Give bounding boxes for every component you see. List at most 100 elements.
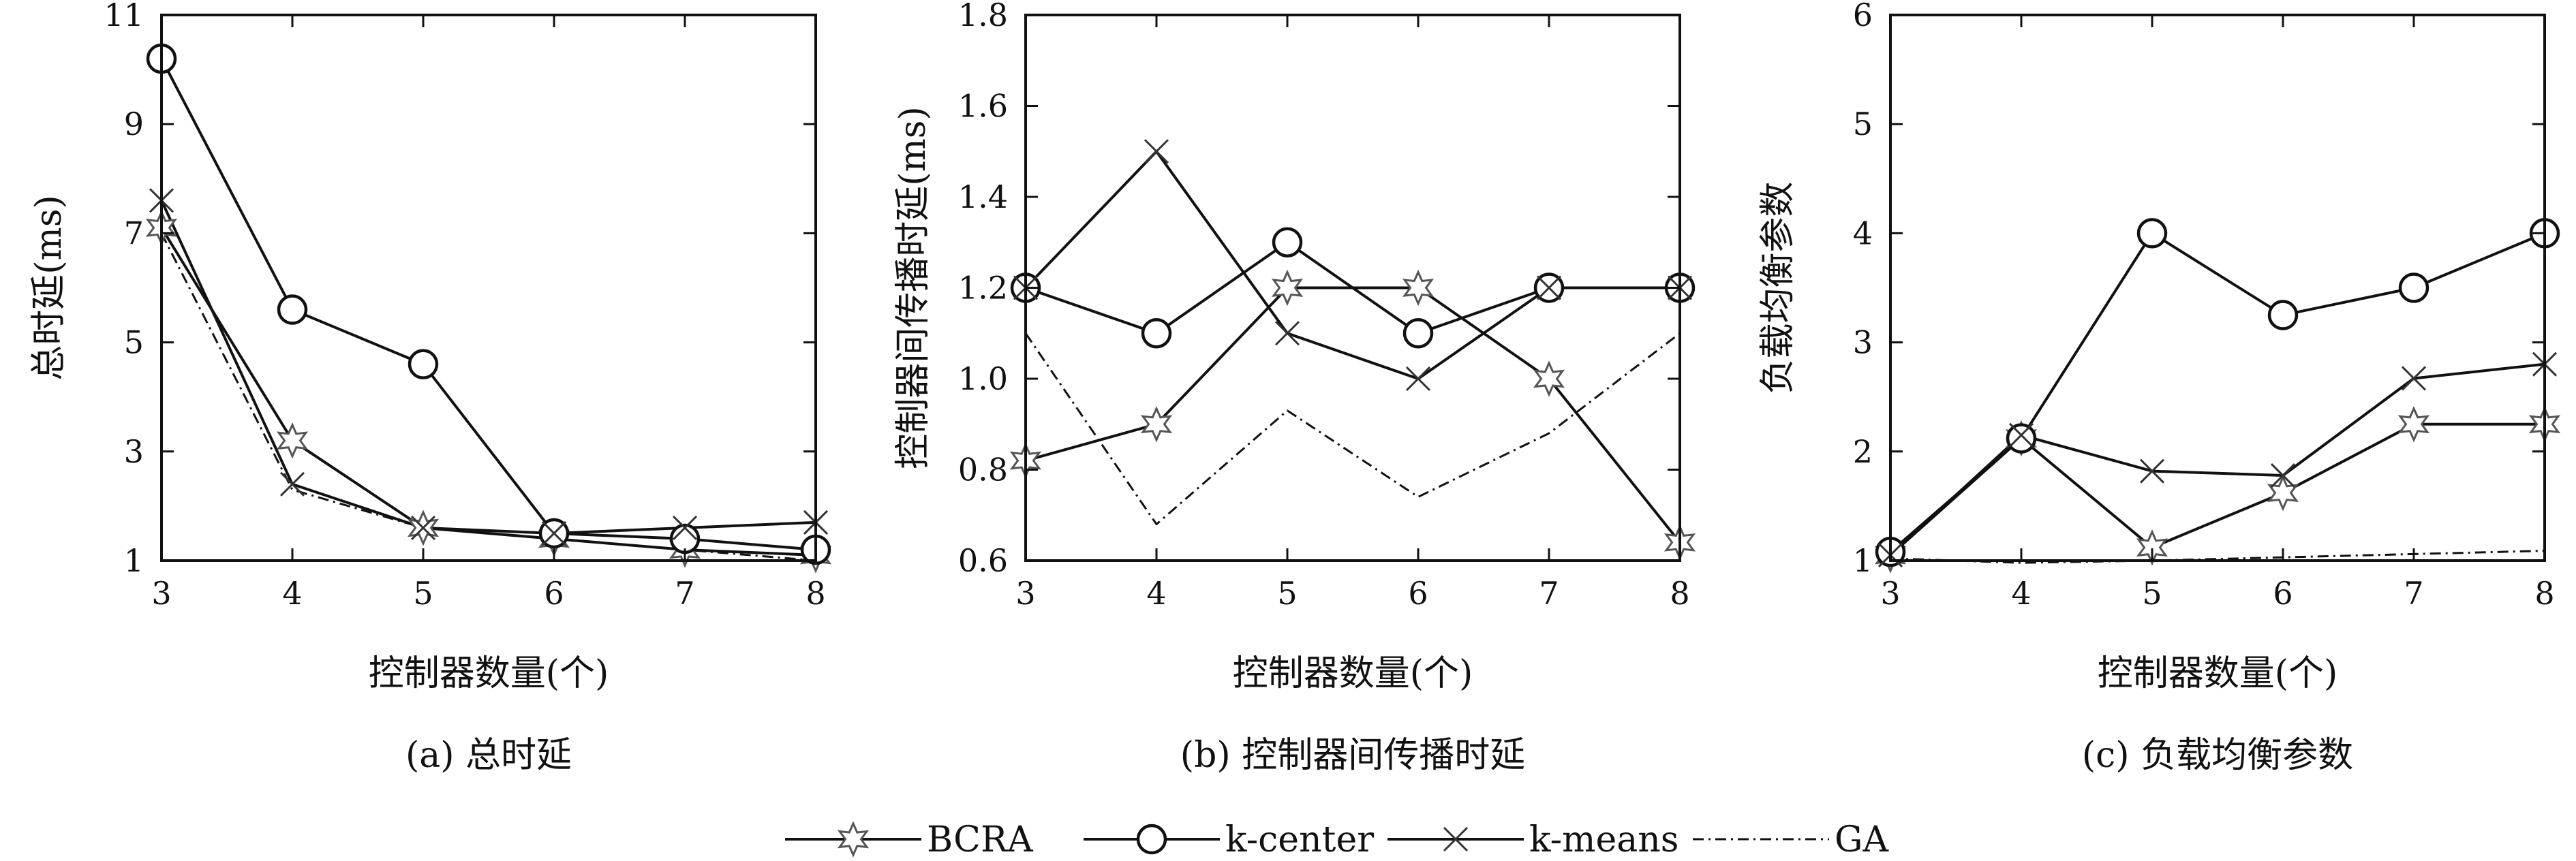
legend-marker	[1443, 826, 1469, 852]
x-tick-label: 3	[1015, 575, 1035, 612]
data-point-bcra	[2267, 474, 2299, 512]
series-line-k-means	[160, 200, 816, 535]
data-point-k-means	[410, 515, 436, 541]
panel-caption: (b) 控制器间传播时延	[1180, 735, 1525, 776]
y-tick-label: 0.6	[958, 542, 1008, 579]
plot-frame	[160, 14, 817, 562]
data-point-bcra	[1533, 360, 1565, 397]
x-tick-label: 3	[151, 575, 171, 612]
y-tick-label: 1	[124, 542, 144, 579]
x-axis-label: 控制器数量(个)	[369, 653, 609, 694]
y-axis-label: 负载均衡参数	[1758, 181, 1798, 394]
x-tick-label: 4	[1146, 575, 1166, 612]
y-tick-label: 9	[124, 106, 144, 142]
series-line-ga	[160, 232, 816, 562]
series-line-k-center	[160, 58, 816, 551]
series-line-k-means	[1024, 150, 1680, 380]
x-axis-label: 控制器数量(个)	[2098, 653, 2338, 694]
data-point-k-center	[1402, 318, 1434, 349]
y-tick-label: 3	[1853, 324, 1873, 361]
y-tick-label: 6	[1853, 0, 1873, 33]
x-tick-label: 6	[544, 575, 564, 612]
x-axis-label: 控制器数量(个)	[1233, 653, 1473, 694]
data-point-k-center	[2267, 300, 2299, 330]
data-point-k-means	[2139, 458, 2165, 484]
series-line-ga	[1024, 332, 1681, 526]
data-point-k-center	[2398, 272, 2429, 303]
data-point-k-center	[2136, 218, 2168, 249]
y-tick-label: 1.8	[958, 0, 1008, 33]
data-point-bcra	[276, 422, 309, 459]
data-point-k-means	[1144, 139, 1169, 164]
legend-marker	[1136, 824, 1167, 855]
data-point-k-means	[1536, 275, 1562, 300]
x-tick-label: 8	[806, 575, 825, 612]
series-line-k-center	[1889, 232, 2545, 553]
data-point-bcra	[2397, 406, 2430, 443]
panel-caption: (c) 负载均衡参数	[2082, 735, 2353, 776]
x-tick-label: 7	[2404, 575, 2423, 612]
y-tick-label: 1	[1853, 542, 1873, 579]
x-tick-label: 7	[675, 575, 694, 612]
x-tick-label: 3	[1880, 575, 1900, 612]
legend-label: BCRA	[927, 819, 1034, 860]
series-line-bcra	[1025, 286, 1681, 544]
data-point-k-means	[2401, 366, 2427, 391]
legend-item-k-center: k-center	[1084, 819, 1374, 860]
data-point-bcra	[1402, 269, 1435, 307]
y-tick-label: 11	[104, 0, 144, 33]
data-point-k-center	[1272, 227, 1303, 257]
y-tick-label: 2	[1853, 433, 1873, 470]
x-tick-label: 5	[1277, 575, 1297, 612]
legend: BCRA k-center k-means GA	[785, 819, 1890, 860]
x-tick-label: 7	[1539, 575, 1559, 612]
chart-panel-3: 3 4 5 6 7 8 1 2 3 4 5 6 控制器数量(个) 负载均衡参数 (c) 负载均衡参数	[1758, 0, 2561, 776]
data-point-bcra	[1140, 406, 1173, 443]
y-axis-label: 总时延(ms)	[29, 195, 70, 381]
y-axis-label: 控制器间传播时延(ms)	[893, 106, 934, 469]
data-point-k-means	[672, 515, 698, 541]
data-point-k-center	[2006, 423, 2037, 454]
data-point-k-center	[1141, 318, 1172, 349]
series-line-bcra	[160, 227, 816, 557]
y-tick-label: 5	[1853, 106, 1873, 142]
data-point-k-means	[1405, 366, 1431, 392]
x-tick-label: 6	[1408, 575, 1428, 612]
y-tick-label: 4	[1853, 215, 1873, 251]
y-tick-label: 1.6	[958, 88, 1008, 125]
data-point-k-center	[408, 349, 439, 379]
data-point-k-means	[1274, 321, 1300, 346]
y-tick-label: 3	[124, 433, 144, 470]
data-point-bcra	[1271, 269, 1304, 307]
legend-marker	[837, 821, 870, 858]
series-line-bcra	[1889, 422, 2545, 557]
x-tick-label: 4	[2011, 575, 2031, 612]
series-line-k-means	[1889, 362, 2545, 557]
y-tick-label: 1.4	[958, 178, 1008, 215]
y-tick-label: 1.0	[958, 360, 1008, 397]
legend-label: k-center	[1225, 819, 1374, 860]
legend-label: GA	[1835, 819, 1890, 860]
legend-item-bcra: BCRA	[785, 819, 1034, 860]
data-point-k-means	[279, 471, 305, 497]
data-point-k-means	[2270, 463, 2296, 488]
data-point-k-means	[541, 520, 567, 546]
chart-panel-2: 3 4 5 6 7 8 0.6 0.8 1.0 1.2 1.4 1.6 1.8 控制器数量(个) 控制器间传…	[893, 0, 1696, 776]
y-tick-label: 1.2	[958, 270, 1008, 307]
x-tick-label: 6	[2273, 575, 2293, 612]
panel-caption: (a) 总时延	[405, 735, 572, 776]
y-tick-label: 7	[124, 215, 144, 251]
y-tick-label: 0.8	[958, 452, 1008, 488]
x-tick-label: 8	[1670, 575, 1689, 612]
x-tick-label: 8	[2534, 575, 2554, 612]
x-tick-label: 4	[282, 575, 302, 612]
x-tick-label: 5	[2142, 575, 2162, 612]
legend-label: k-means	[1529, 819, 1678, 860]
plot-frame	[1889, 14, 2546, 562]
y-tick-label: 5	[124, 324, 144, 361]
legend-item-k-means: k-means	[1387, 819, 1678, 860]
series-line-ga	[1890, 550, 2545, 564]
